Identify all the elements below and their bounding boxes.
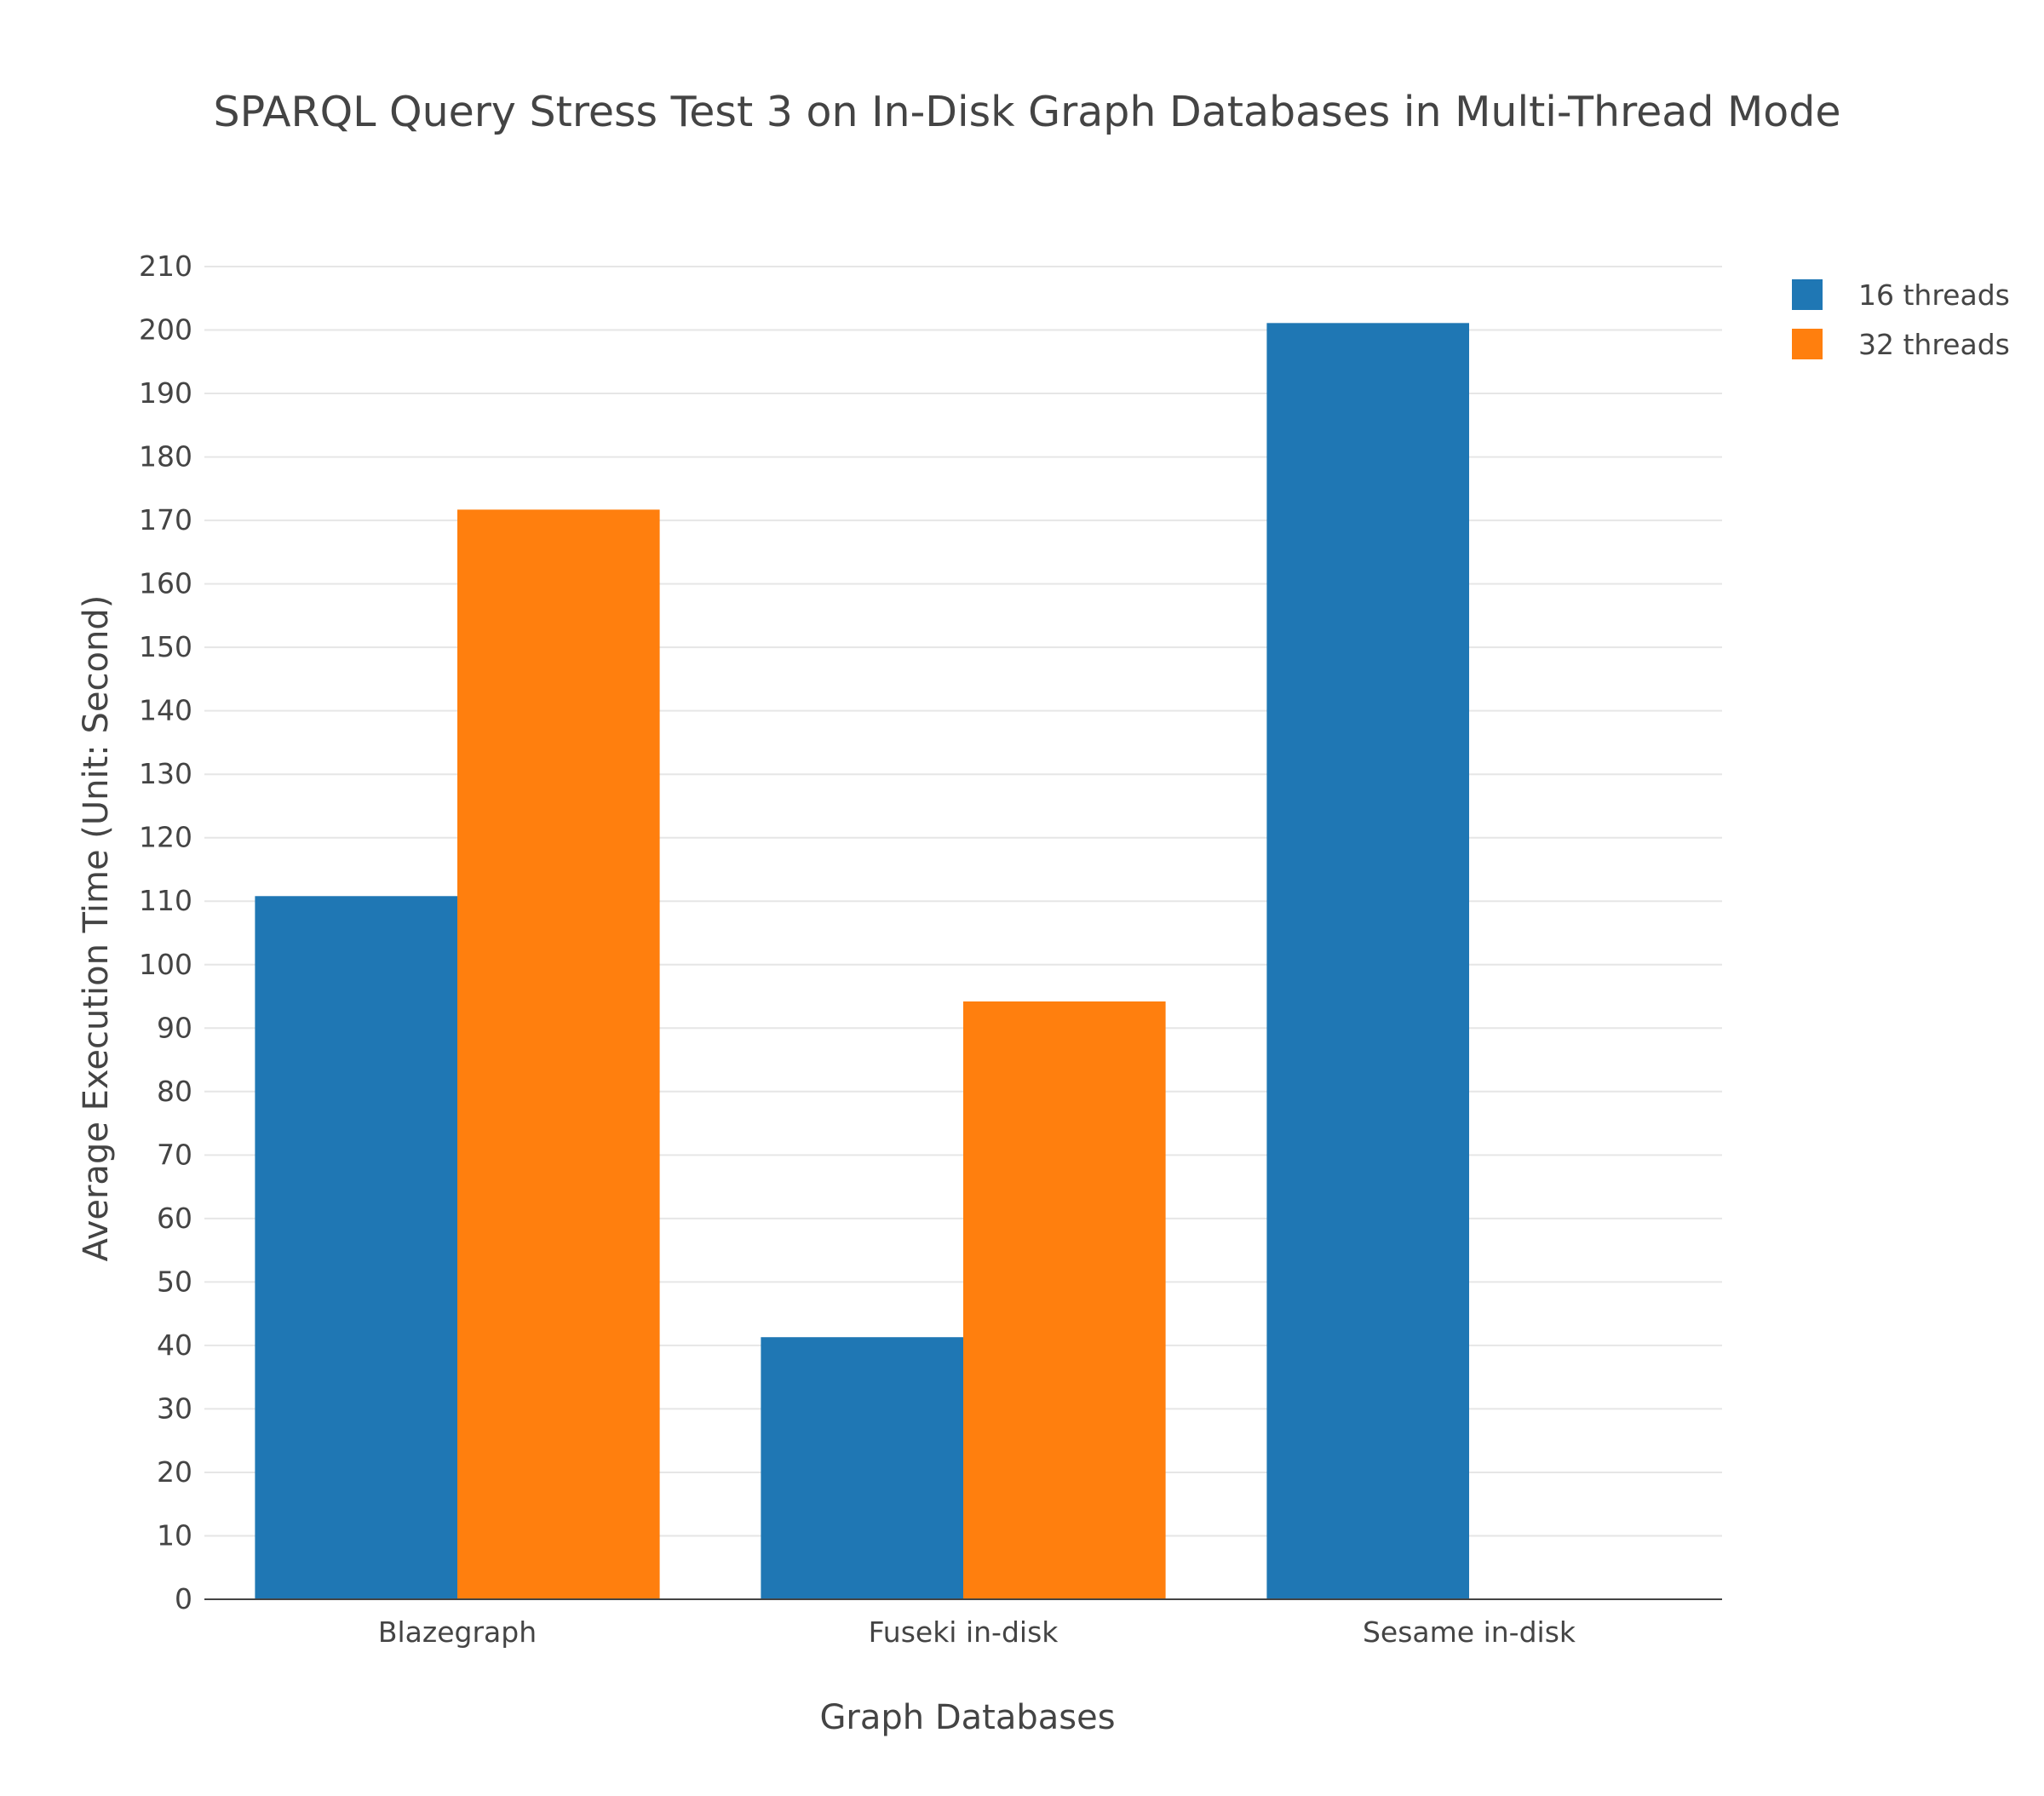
y-tick-label: 0 (175, 1582, 192, 1615)
y-tick-label: 140 (139, 694, 192, 727)
y-tick-labels: 0 10 20 30 40 50 60 70 80 90 100 110 120 130 140 150 160… (139, 250, 192, 1615)
y-tick-label: 80 (157, 1075, 192, 1108)
bar-16-threads-fuseki-in-disk[interactable] (761, 1337, 963, 1599)
legend[interactable]: 16 threads 32 threads (1792, 278, 2010, 361)
y-tick-label: 40 (157, 1328, 192, 1362)
y-tick-label: 130 (139, 757, 192, 790)
bars (255, 323, 1469, 1600)
y-tick-label: 10 (157, 1518, 192, 1552)
y-tick-label: 110 (139, 884, 192, 917)
chart-title: SPARQL Query Stress Test 3 on In-Disk Gr… (213, 88, 1840, 136)
bar-16-threads-sesame-in-disk[interactable] (1266, 323, 1469, 1600)
legend-swatch (1792, 329, 1823, 359)
bar-16-threads-blazegraph[interactable] (255, 896, 457, 1599)
y-tick-label: 210 (139, 250, 192, 283)
y-tick-label: 160 (139, 567, 192, 600)
y-tick-label: 60 (157, 1202, 192, 1235)
y-tick-label: 20 (157, 1455, 192, 1489)
x-tick-label: Sesame in-disk (1363, 1615, 1576, 1649)
y-tick-label: 30 (157, 1391, 192, 1425)
legend-swatch (1792, 279, 1823, 310)
legend-label: 16 threads (1858, 278, 2010, 312)
legend-item[interactable]: 32 threads (1792, 328, 2010, 361)
y-tick-label: 170 (139, 503, 192, 537)
y-tick-label: 180 (139, 440, 192, 473)
y-tick-label: 70 (157, 1138, 192, 1171)
y-tick-label: 100 (139, 948, 192, 981)
x-tick-label: Fuseki in-disk (869, 1615, 1059, 1649)
y-tick-label: 200 (139, 313, 192, 347)
bar-32-threads-blazegraph[interactable] (457, 509, 660, 1599)
x-tick-labels: Blazegraph Fuseki in-disk Sesame in-disk (378, 1615, 1576, 1649)
y-tick-label: 120 (139, 821, 192, 854)
legend-item[interactable]: 16 threads (1792, 278, 2010, 312)
y-axis-title: Average Execution Time (Unit: Second) (77, 595, 116, 1262)
y-tick-label: 190 (139, 376, 192, 410)
x-tick-label: Blazegraph (378, 1615, 537, 1649)
y-tick-label: 90 (157, 1011, 192, 1044)
x-axis-title: Graph Databases (819, 1698, 1115, 1737)
y-tick-label: 150 (139, 630, 192, 663)
bar-32-threads-fuseki-in-disk[interactable] (963, 1001, 1166, 1599)
legend-label: 32 threads (1858, 328, 2010, 361)
y-tick-label: 50 (157, 1265, 192, 1298)
